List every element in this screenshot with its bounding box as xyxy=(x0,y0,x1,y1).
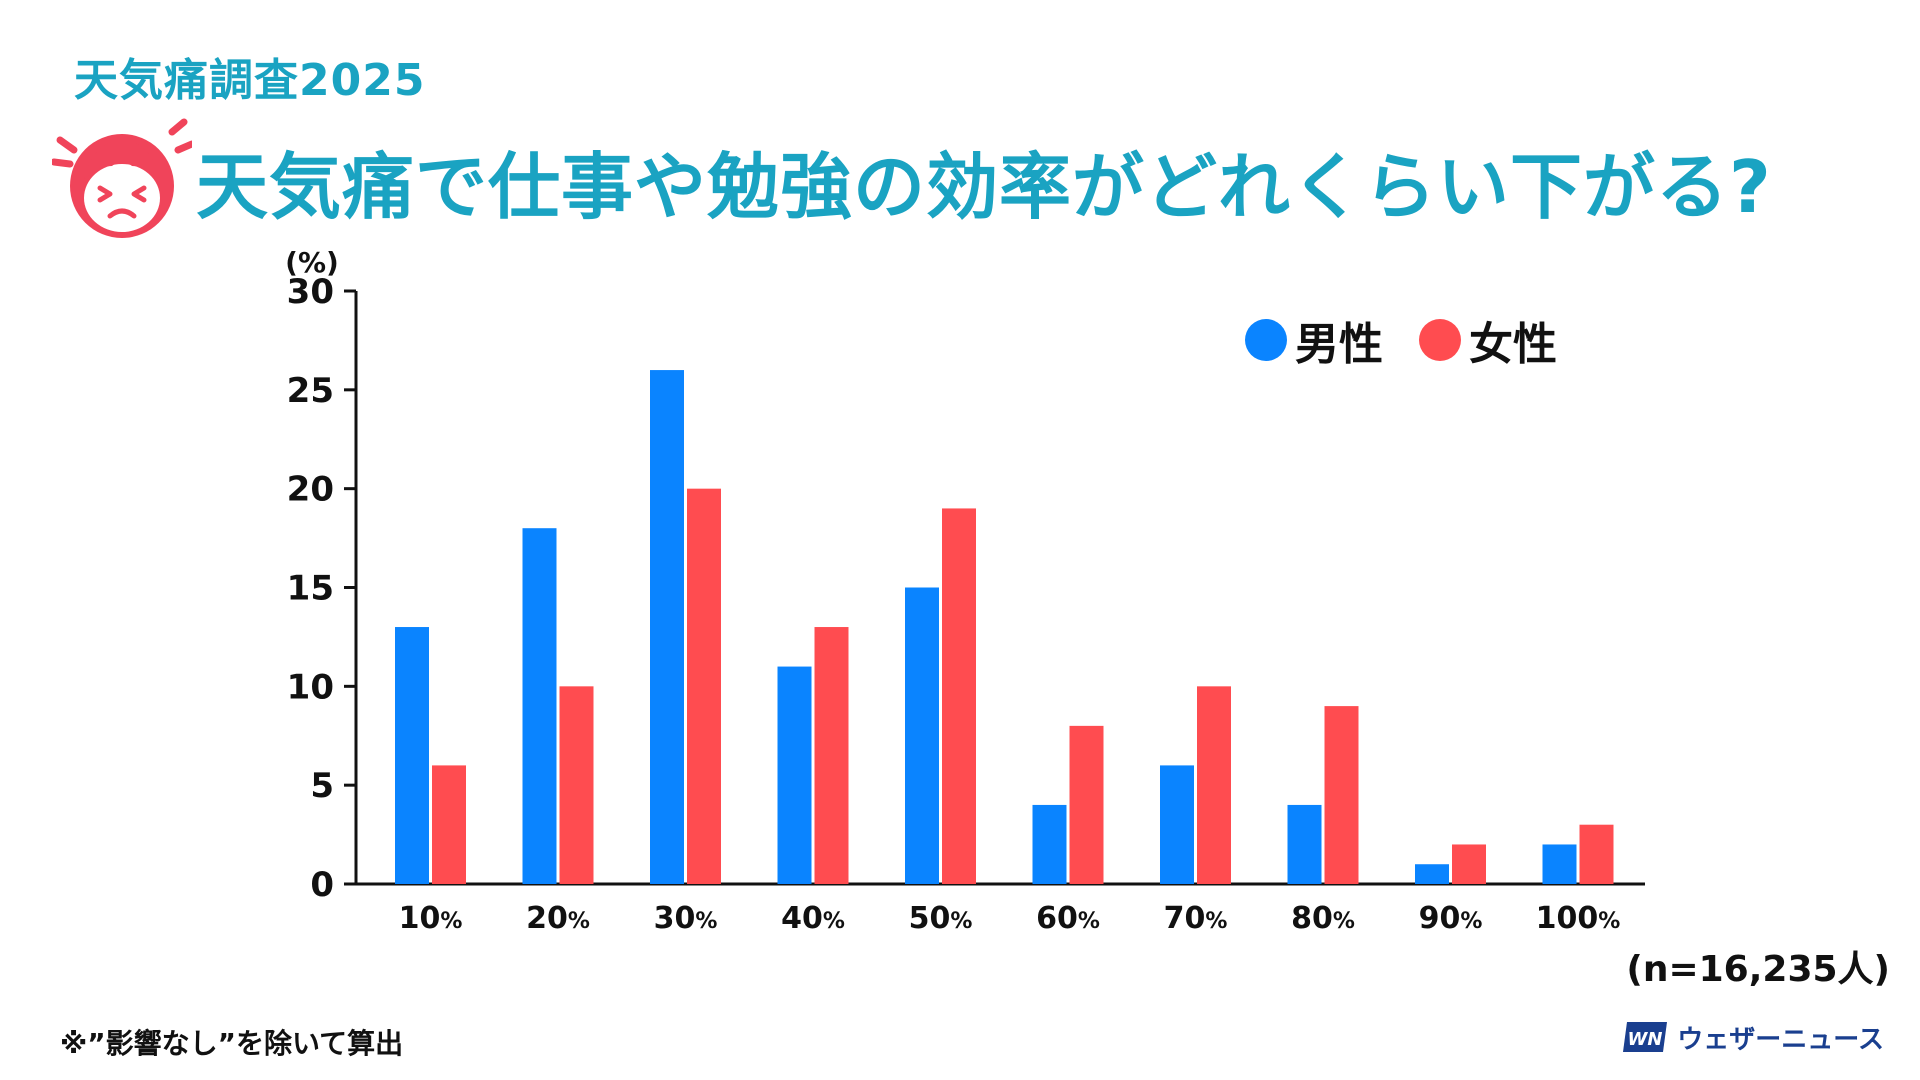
bar-female xyxy=(1452,844,1486,884)
legend-swatch-female xyxy=(1419,319,1461,361)
bar-female xyxy=(559,686,594,884)
x-tick-label: 90% xyxy=(1419,901,1483,936)
bar-female xyxy=(942,508,976,884)
legend-label-female: 女性 xyxy=(1469,319,1557,370)
x-tick-label: 100% xyxy=(1536,901,1621,936)
legend-swatch-male xyxy=(1245,319,1287,361)
x-tick-label: 40% xyxy=(781,901,845,936)
chart-legend: 男性 女性 xyxy=(1245,308,1593,372)
y-tick-label: 25 xyxy=(287,371,334,411)
bar-male xyxy=(905,587,939,884)
bar-male xyxy=(1287,804,1322,884)
bar-female xyxy=(687,488,721,884)
sample-size: (n=16,235人) xyxy=(1626,949,1890,990)
x-tick-label: 10% xyxy=(399,901,463,936)
survey-subtitle: 天気痛調査2025 xyxy=(74,55,426,106)
footnote: ※”影響なし”を除いて算出 xyxy=(60,1027,404,1060)
bar-male xyxy=(1542,844,1577,884)
bar-male xyxy=(1415,864,1449,884)
x-tick-label: 60% xyxy=(1036,901,1100,936)
legend-label-male: 男性 xyxy=(1295,319,1383,370)
y-tick-label: 30 xyxy=(287,272,334,312)
legend-item-male: 男性 xyxy=(1245,308,1383,372)
x-tick-label: 70% xyxy=(1164,901,1228,936)
legend-item-female: 女性 xyxy=(1419,308,1557,372)
bar-male xyxy=(1032,804,1067,884)
y-tick-label: 15 xyxy=(287,569,334,609)
bar-male xyxy=(1160,765,1194,884)
wni-logo-icon: WN xyxy=(1623,1022,1668,1052)
chart-title: 天気痛で仕事や勉強の効率がどれくらい下がる? xyxy=(196,145,1772,229)
bar-male xyxy=(777,666,812,884)
x-tick-label: 30% xyxy=(654,901,718,936)
bar-female xyxy=(1579,824,1614,884)
bar-female xyxy=(432,765,466,884)
y-tick-label: 5 xyxy=(310,766,334,806)
y-tick-label: 20 xyxy=(287,470,334,510)
x-tick-label: 20% xyxy=(526,901,590,936)
brand-logo-text: WN xyxy=(1628,1029,1663,1050)
brand-name: ウェザーニュース xyxy=(1677,1024,1884,1055)
bar-female xyxy=(1197,686,1231,884)
x-tick-label: 50% xyxy=(909,901,973,936)
y-axis-unit-label: (%) xyxy=(285,246,339,279)
bar-male xyxy=(522,528,557,884)
bar-male xyxy=(395,627,429,884)
bar-female xyxy=(1069,725,1104,884)
y-tick-label: 10 xyxy=(287,667,334,707)
bar-female xyxy=(1324,706,1359,884)
bar-male xyxy=(650,370,684,885)
bar-female xyxy=(814,627,849,884)
distressed-face-icon xyxy=(52,118,192,238)
y-tick-label: 0 xyxy=(310,865,334,905)
x-tick-label: 80% xyxy=(1291,901,1355,936)
brand: WN ウェザーニュース xyxy=(1623,1018,1884,1056)
